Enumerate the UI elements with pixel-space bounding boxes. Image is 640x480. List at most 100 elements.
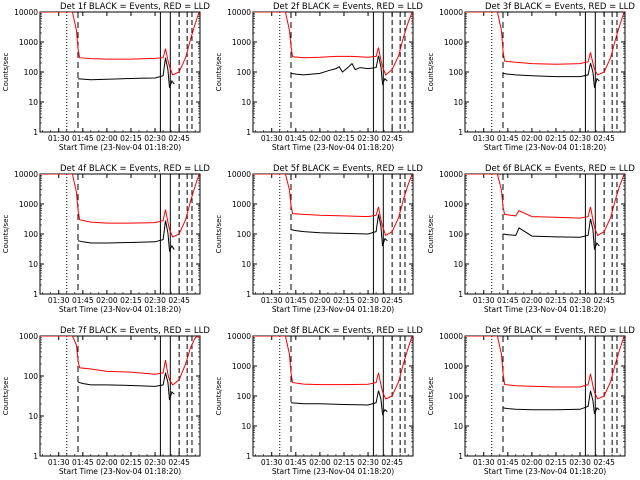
- chart-title: Det 8f BLACK = Events, RED = LLD: [273, 326, 423, 336]
- y-tick-label: 1: [33, 452, 38, 461]
- y-tick-label: 100: [24, 372, 39, 381]
- x-tick-label: 01:45: [285, 134, 307, 143]
- y-axis-label: Counts/sec: [427, 215, 435, 254]
- x-tick-label: 02:45: [593, 134, 615, 143]
- plot-frame: [464, 11, 626, 133]
- x-tick-label: 02:15: [333, 458, 355, 467]
- x-tick-label: 02:45: [168, 296, 190, 305]
- y-axis-label: Counts/sec: [215, 53, 223, 92]
- y-tick-label: 10000: [227, 8, 251, 17]
- plot-frame: [252, 335, 414, 457]
- y-tick-label: 1000: [444, 200, 463, 209]
- y-tick-label: 10: [453, 422, 463, 431]
- x-axis-label: Start Time (23-Nov-04 01:18:20): [59, 143, 181, 152]
- lld-series-line: [40, 336, 200, 386]
- x-tick-label: 02:30: [144, 296, 166, 305]
- y-tick-label: 10000: [227, 170, 251, 179]
- chart-title: Det 2f BLACK = Events, RED = LLD: [273, 2, 423, 12]
- chart-panel: Det 9f BLACK = Events, RED = LLD Counts/s…: [427, 326, 635, 476]
- events-series-line: [502, 390, 600, 415]
- x-axis-label: Start Time (23-Nov-04 01:18:20): [272, 305, 394, 314]
- x-tick-label: 02:30: [569, 296, 591, 305]
- plot-frame: [39, 11, 201, 133]
- lld-series-line: [465, 336, 625, 400]
- chart-title: Det 5f BLACK = Events, RED = LLD: [273, 164, 423, 174]
- y-tick-label: 1000: [19, 38, 38, 47]
- x-tick-label: 01:30: [473, 134, 495, 143]
- events-series-line: [77, 57, 175, 88]
- y-tick-label: 1: [33, 290, 38, 299]
- x-tick-label: 02:15: [545, 458, 567, 467]
- y-tick-label: 100: [237, 68, 252, 77]
- x-tick-label: 01:45: [72, 296, 94, 305]
- series-group: [40, 336, 200, 401]
- y-tick-label: 1: [33, 128, 38, 137]
- chart-panel: Det 5f BLACK = Events, RED = LLD Counts/s…: [215, 164, 423, 314]
- chart-panel: Det 1f BLACK = Events, RED = LLD Counts/s…: [2, 2, 210, 152]
- chart-title: Det 6f BLACK = Events, RED = LLD: [485, 164, 635, 174]
- x-tick-label: 01:30: [473, 296, 495, 305]
- x-tick-label: 01:30: [48, 134, 70, 143]
- chart-panel: Det 6f BLACK = Events, RED = LLD Counts/s…: [427, 164, 635, 314]
- y-tick-label: 10: [453, 98, 463, 107]
- y-tick-label: 100: [449, 230, 464, 239]
- y-tick-label: 100: [449, 392, 464, 401]
- x-axis-label: Start Time (23-Nov-04 01:18:20): [272, 143, 394, 152]
- x-tick-label: 02:45: [593, 296, 615, 305]
- x-tick-label: 01:30: [261, 296, 283, 305]
- lld-series-line: [253, 12, 413, 76]
- x-tick-label: 02:00: [96, 134, 118, 143]
- plot-frame: [39, 173, 201, 295]
- lld-series-line: [465, 174, 625, 237]
- series-group: [40, 174, 200, 253]
- x-tick-label: 02:30: [144, 458, 166, 467]
- series-group: [253, 336, 413, 416]
- series-group: [40, 12, 200, 88]
- y-tick-label: 10000: [14, 8, 38, 17]
- x-tick-label: 02:30: [569, 134, 591, 143]
- x-tick-label: 02:15: [120, 296, 142, 305]
- y-tick-label: 100: [24, 230, 39, 239]
- x-tick-label: 01:45: [497, 296, 519, 305]
- x-tick-label: 02:00: [521, 134, 543, 143]
- y-tick-label: 1000: [19, 200, 38, 209]
- x-tick-label: 02:15: [333, 134, 355, 143]
- x-tick-label: 02:00: [309, 134, 331, 143]
- y-tick-label: 10: [28, 412, 38, 421]
- chart-title: Det 7f BLACK = Events, RED = LLD: [60, 326, 210, 336]
- x-tick-label: 02:15: [120, 134, 142, 143]
- y-tick-label: 1: [458, 290, 463, 299]
- y-tick-label: 10000: [14, 170, 38, 179]
- y-tick-label: 10: [241, 98, 251, 107]
- y-tick-label: 1: [458, 452, 463, 461]
- chart-title: Det 9f BLACK = Events, RED = LLD: [485, 326, 635, 336]
- x-tick-label: 02:00: [96, 296, 118, 305]
- lld-series-line: [40, 12, 200, 76]
- events-series-line: [77, 372, 175, 401]
- y-tick-label: 1: [246, 290, 251, 299]
- y-axis-label: Counts/sec: [215, 215, 223, 254]
- lld-series-line: [465, 12, 625, 76]
- y-tick-label: 10000: [227, 332, 251, 341]
- x-tick-label: 02:45: [381, 134, 403, 143]
- x-tick-label: 01:45: [497, 134, 519, 143]
- x-tick-label: 02:15: [333, 296, 355, 305]
- series-group: [465, 336, 625, 415]
- x-tick-label: 02:00: [521, 458, 543, 467]
- lld-series-line: [253, 174, 413, 237]
- x-tick-label: 02:45: [168, 134, 190, 143]
- y-tick-label: 1000: [232, 200, 251, 209]
- x-axis-label: Start Time (23-Nov-04 01:18:20): [59, 467, 181, 476]
- x-tick-label: 02:00: [96, 458, 118, 467]
- series-group: [253, 174, 413, 247]
- chart-panel: Det 3f BLACK = Events, RED = LLD Counts/s…: [427, 2, 635, 152]
- lld-series-line: [40, 174, 200, 238]
- chart-title: Det 1f BLACK = Events, RED = LLD: [60, 2, 210, 12]
- chart-title: Det 4f BLACK = Events, RED = LLD: [60, 164, 210, 174]
- y-tick-label: 1000: [444, 362, 463, 371]
- y-tick-label: 10: [453, 260, 463, 269]
- y-tick-label: 100: [237, 392, 252, 401]
- x-axis-label: Start Time (23-Nov-04 01:18:20): [484, 143, 606, 152]
- series-group: [465, 12, 625, 88]
- x-axis-label: Start Time (23-Nov-04 01:18:20): [484, 467, 606, 476]
